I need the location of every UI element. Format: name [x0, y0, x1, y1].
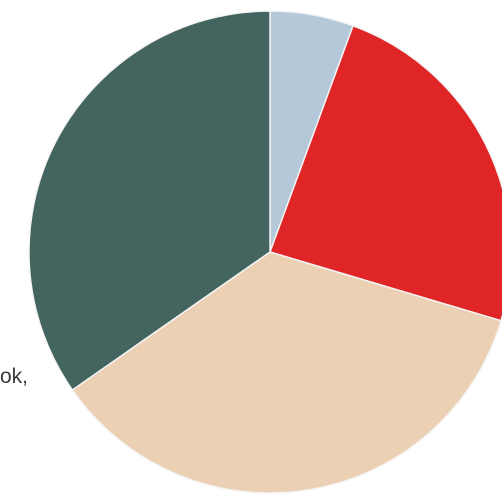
pie-slices — [28, 10, 502, 494]
pie-slice-2 — [269, 25, 502, 322]
pie-slice-3 — [71, 251, 502, 494]
pie-slice-4 — [28, 10, 271, 391]
partial-caption-text: ok, — [0, 365, 29, 388]
